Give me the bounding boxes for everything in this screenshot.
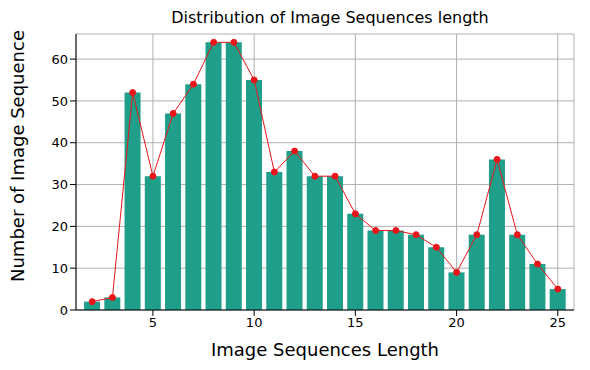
svg-text:0: 0 [60,303,68,318]
svg-text:5: 5 [149,315,157,330]
svg-text:15: 15 [347,315,364,330]
svg-text:25: 25 [550,315,567,330]
svg-text:20: 20 [51,219,68,234]
svg-text:20: 20 [448,315,465,330]
svg-text:30: 30 [51,177,68,192]
svg-text:60: 60 [51,52,68,67]
html-text:Distribution of Image Sequence: Distribution of Image Sequences length [171,8,489,27]
svg-text:10: 10 [246,315,263,330]
svg-text:Image Sequences Length: Image Sequences Length [211,339,439,360]
svg-text:50: 50 [51,94,68,109]
svg-text:40: 40 [51,135,68,150]
svg-text:Number of Image Sequences: Number of Image Sequences [8,30,28,282]
svg-text:10: 10 [51,261,68,276]
